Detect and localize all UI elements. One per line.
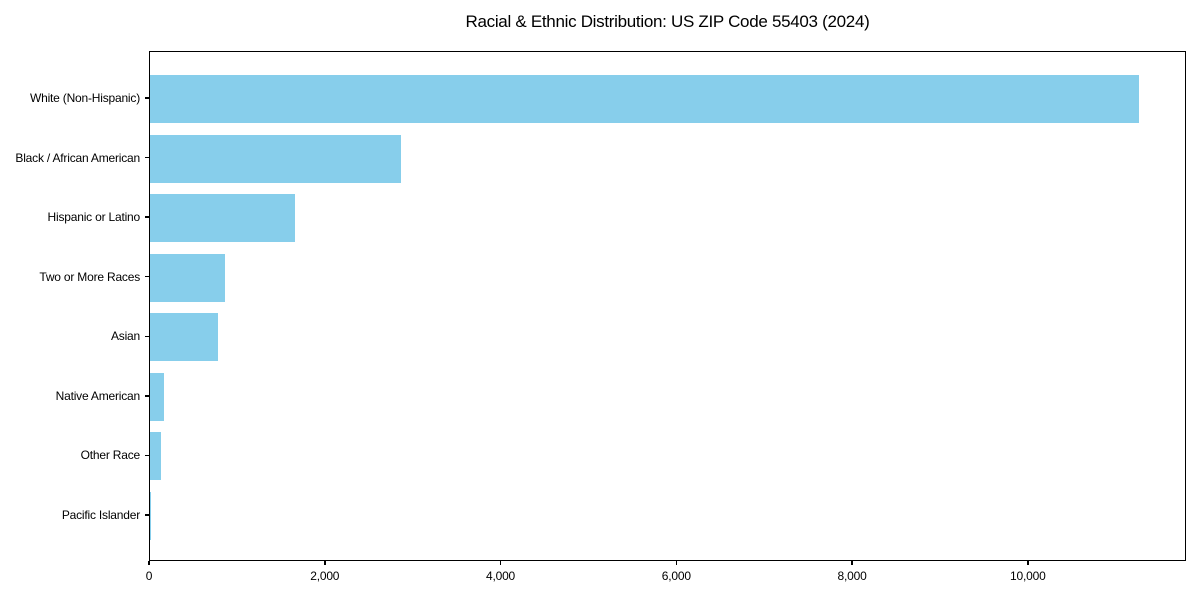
category-label-black-african-american: Black / African American [15,150,140,165]
category-label-white-non-hispanic: White (Non-Hispanic) [29,91,140,105]
y-tick [144,156,149,159]
x-tick-label: 6,000 [661,569,691,583]
y-tick [144,454,149,457]
x-tick-label: 8,000 [837,569,867,583]
chart-title: Racial & Ethnic Distribution: US ZIP Cod… [465,12,870,31]
x-tick-label: 10,000 [1010,569,1046,583]
bar-two-or-more-races [150,253,225,302]
x-tick [851,561,853,565]
y-tick [144,514,149,516]
bar-hispanic-or-latino [150,194,295,243]
y-tick [144,216,149,218]
x-tick-label: 0 [145,569,153,583]
category-label-two-or-more-races: Two or More Races [39,269,140,284]
category-label-asian: Asian [110,329,140,344]
bar-black-african-american [150,134,402,183]
bar-pacific-islander [150,491,152,540]
y-tick [144,97,149,99]
bar-asian [150,313,218,362]
category-label-native-american: Native American [55,388,141,403]
x-tick [324,561,326,565]
x-tick-label: 2,000 [310,569,340,583]
category-label-other-race: Other Race [80,448,141,463]
bar-other-race [150,432,161,481]
y-tick [144,395,149,397]
x-tick [1027,561,1029,565]
x-tick [675,561,678,565]
y-tick [144,275,149,278]
category-label-pacific-islander: Pacific Islander [61,507,140,522]
x-tick [148,561,150,565]
plot-area [149,51,1186,561]
bar-white-non-hispanic [150,75,1139,123]
bar-native-american [150,372,165,421]
x-tick-label: 4,000 [486,569,516,583]
x-tick [499,561,502,565]
category-label-hispanic-or-latino: Hispanic or Latino [47,210,141,225]
y-tick [144,335,149,338]
